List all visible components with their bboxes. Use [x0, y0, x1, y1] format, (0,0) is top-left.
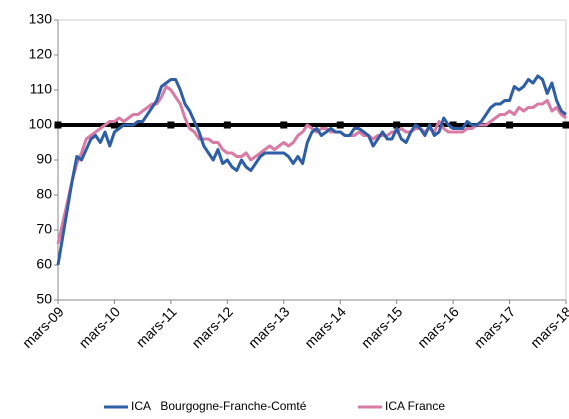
y-tick-label: 130 — [29, 11, 53, 27]
reference-marker — [110, 121, 118, 129]
reference-marker — [449, 121, 457, 129]
reference-marker — [506, 121, 514, 129]
x-tick-label: mars-17 — [471, 303, 519, 351]
reference-marker — [167, 121, 175, 129]
series-line — [56, 74, 567, 266]
legend-label: ICA France — [385, 399, 445, 413]
reference-marker — [336, 121, 344, 129]
x-tick-label: mars-18 — [527, 303, 569, 351]
y-tick-label: 70 — [36, 221, 52, 237]
y-tick-label: 50 — [36, 291, 52, 307]
y-tick-label: 110 — [30, 81, 53, 97]
x-tick-label: mars-15 — [358, 303, 406, 351]
reference-marker — [223, 121, 231, 129]
y-tick-label: 90 — [36, 151, 52, 167]
reference-marker — [393, 121, 401, 129]
x-tick-label: mars-16 — [414, 303, 462, 351]
y-tick-label: 80 — [36, 186, 52, 202]
reference-marker — [280, 121, 288, 129]
reference-marker — [54, 121, 62, 129]
x-tick-label: mars-13 — [245, 303, 293, 351]
x-tick-label: mars-14 — [301, 303, 349, 351]
reference-marker — [562, 121, 569, 129]
x-tick-label: mars-10 — [76, 303, 124, 351]
y-tick-label: 60 — [36, 256, 52, 272]
y-tick-label: 120 — [29, 46, 53, 62]
y-tick-label: 100 — [29, 116, 53, 132]
legend-label: ICA Bourgogne-Franche-Comté — [131, 399, 307, 413]
x-tick-label: mars-09 — [19, 303, 67, 351]
x-tick-label: mars-12 — [188, 303, 236, 351]
series-line — [56, 85, 567, 245]
x-tick-label: mars-11 — [133, 303, 180, 350]
